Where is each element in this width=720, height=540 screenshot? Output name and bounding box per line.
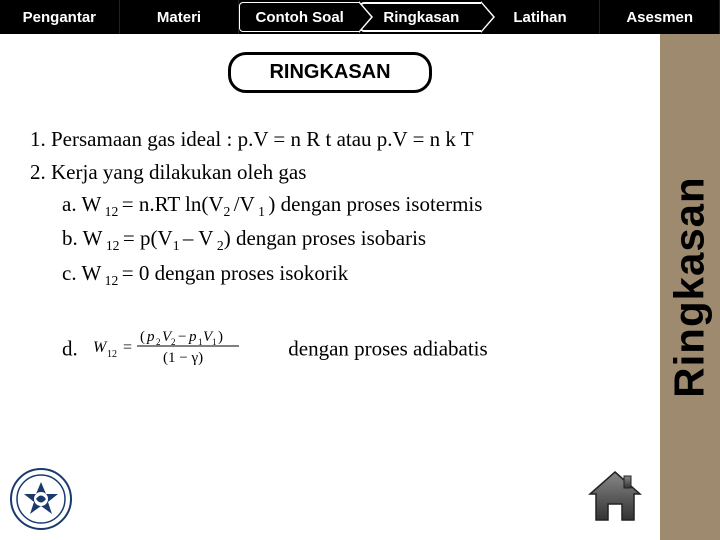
nav-asesmen[interactable]: Asesmen [600, 0, 720, 34]
svg-text:(1 − γ): (1 − γ) [163, 350, 203, 366]
svg-text:2: 2 [171, 337, 176, 347]
svg-text:): ) [218, 329, 223, 345]
home-icon[interactable] [580, 462, 650, 532]
side-tab: Ringkasan [660, 34, 720, 540]
formula-adiabatic: W 12 = ( p 2 V 2 − p 1 V 1 ) (1 − γ) [93, 324, 243, 378]
nav-latihan[interactable]: Latihan [481, 0, 601, 34]
nav-ringkasan[interactable]: Ringkasan [360, 2, 481, 32]
top-nav: Pengantar Materi Contoh Soal Ringkasan L… [0, 0, 720, 34]
svg-text:(: ( [140, 329, 145, 345]
line-2b: b. W 12 = p(V1 – V 2) dengan proses isob… [30, 222, 630, 256]
svg-text:p: p [146, 329, 155, 345]
svg-text:p: p [188, 329, 197, 345]
nav-materi[interactable]: Materi [120, 0, 240, 34]
line-1: 1. Persamaan gas ideal : p.V = n R t ata… [30, 123, 630, 156]
side-tab-label: Ringkasan [666, 176, 714, 397]
institution-logo [10, 468, 72, 530]
svg-text:12: 12 [107, 349, 117, 360]
line-2: 2. Kerja yang dilakukan oleh gas [30, 156, 630, 189]
line-2d: d. W 12 = ( p 2 V 2 − p 1 V 1 ) [30, 324, 630, 378]
svg-text:W: W [93, 339, 108, 356]
svg-text:2: 2 [156, 337, 161, 347]
nav-contoh-soal[interactable]: Contoh Soal [239, 2, 360, 32]
line-2c: c. W 12 = 0 dengan proses isokorik [30, 257, 630, 291]
line-2a: a. W 12 = n.RT ln(V2 /V 1 ) dengan prose… [30, 188, 630, 222]
section-title: RINGKASAN [228, 52, 431, 93]
summary-text: 1. Persamaan gas ideal : p.V = n R t ata… [30, 123, 630, 377]
svg-text:1: 1 [212, 337, 217, 347]
svg-text:1: 1 [198, 337, 203, 347]
nav-pengantar[interactable]: Pengantar [0, 0, 120, 34]
svg-text:−: − [178, 329, 186, 345]
svg-text:=: = [123, 339, 132, 356]
content-area: RINGKASAN 1. Persamaan gas ideal : p.V =… [0, 34, 660, 540]
